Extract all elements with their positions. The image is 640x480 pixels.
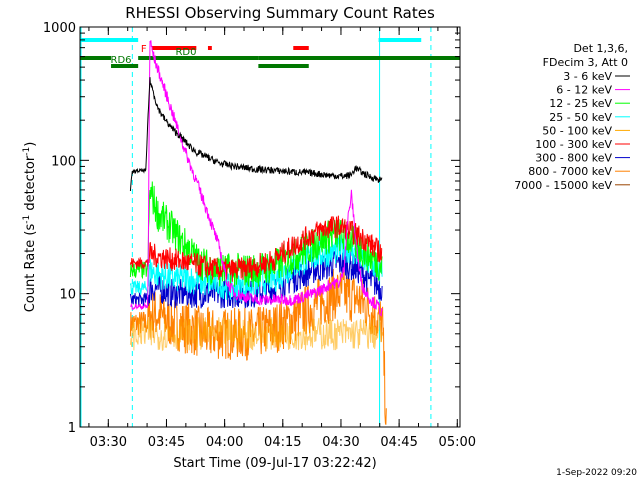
y-tick-label: 1 — [68, 421, 76, 436]
y-tick-label: 10 — [59, 288, 76, 303]
series-line — [129, 317, 383, 352]
series-line — [129, 77, 383, 192]
plot-frame — [79, 26, 461, 428]
legend-label: 6 - 12 keV — [556, 84, 612, 97]
x-tick-label: 03:45 — [148, 435, 185, 450]
legend-label: 300 - 800 keV — [535, 152, 612, 165]
y-axis-title: Count Rate (s-1 detector-1) — [22, 142, 38, 313]
footer-date: 1-Sep-2022 09:20 — [556, 468, 637, 478]
legend-header: FDecim 3, Att 0 — [543, 56, 628, 69]
flag-label: F — [141, 44, 147, 55]
y-axis: 1 10 100 1000 — [43, 21, 460, 436]
chart-title: RHESSI Observing Summary Count Rates — [125, 4, 435, 22]
legend-label: 100 - 300 keV — [535, 138, 612, 151]
legend-label: 50 - 100 keV — [542, 124, 612, 137]
x-axis: 03:30 03:45 04:00 04:15 04:30 04:45 05:00 — [88, 27, 476, 450]
flag-label: RD6 — [111, 55, 132, 66]
legend-label: 7000 - 15000 keV — [514, 179, 612, 192]
y-tick-label: 1000 — [43, 21, 76, 36]
legend-label: 3 - 6 keV — [563, 70, 612, 83]
x-axis-title: Start Time (09-Jul-17 03:22:42) — [173, 456, 376, 471]
x-tick-label: 04:30 — [322, 435, 359, 450]
x-tick-label: 04:00 — [206, 435, 243, 450]
legend-header: Det 1,3,6, — [573, 42, 628, 55]
series-layer — [129, 40, 387, 425]
legend-label: 25 - 50 keV — [549, 111, 612, 124]
x-tick-label: 04:15 — [264, 435, 301, 450]
x-tick-label: 05:00 — [439, 435, 476, 450]
legend-label: 12 - 25 keV — [549, 97, 612, 110]
series-line — [129, 268, 387, 425]
series-line — [130, 40, 383, 317]
flag-bars: F RD0 RD6 — [80, 38, 460, 68]
x-tick-label: 04:45 — [380, 435, 417, 450]
y-tick-label: 100 — [51, 154, 76, 169]
x-tick-label: 03:30 — [90, 435, 127, 450]
legend-label: 800 - 7000 keV — [528, 165, 612, 178]
flag-label: RD0 — [175, 47, 196, 58]
series-line — [129, 215, 383, 282]
plot-area — [80, 27, 432, 427]
